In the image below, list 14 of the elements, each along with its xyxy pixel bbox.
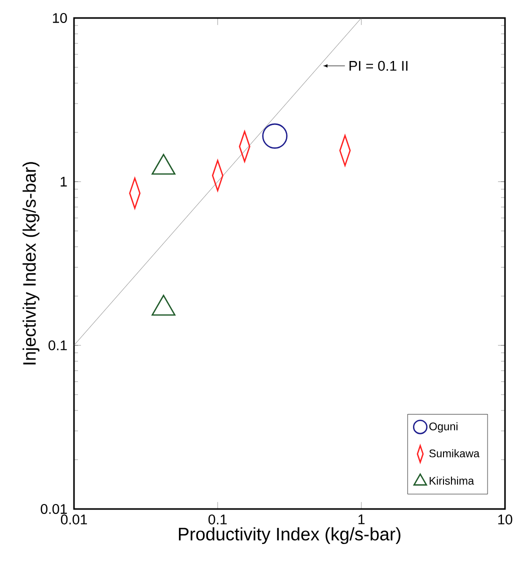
- x-tick-label: 1: [358, 514, 365, 524]
- x-axis-title: Productivity Index (kg/s-bar): [178, 527, 400, 544]
- y-tick-label: 0.01: [40, 504, 67, 514]
- x-tick-label: 0.1: [208, 514, 227, 524]
- y-tick-label: 10: [52, 13, 67, 23]
- legend-label: Oguni: [429, 422, 458, 432]
- y-tick-label: 0.1: [48, 340, 67, 350]
- annotation: PI = 0.1 II: [350, 60, 408, 71]
- x-tick-label: 0.01: [60, 514, 87, 524]
- x-tick-label: 10: [498, 514, 512, 524]
- legend-label: Kirishima: [430, 476, 474, 485]
- y-axis-title: Injectivity Index (kg/s-bar): [22, 162, 40, 364]
- legend-label: Sumikawa: [429, 449, 480, 458]
- y-tick-label: 1: [60, 176, 67, 186]
